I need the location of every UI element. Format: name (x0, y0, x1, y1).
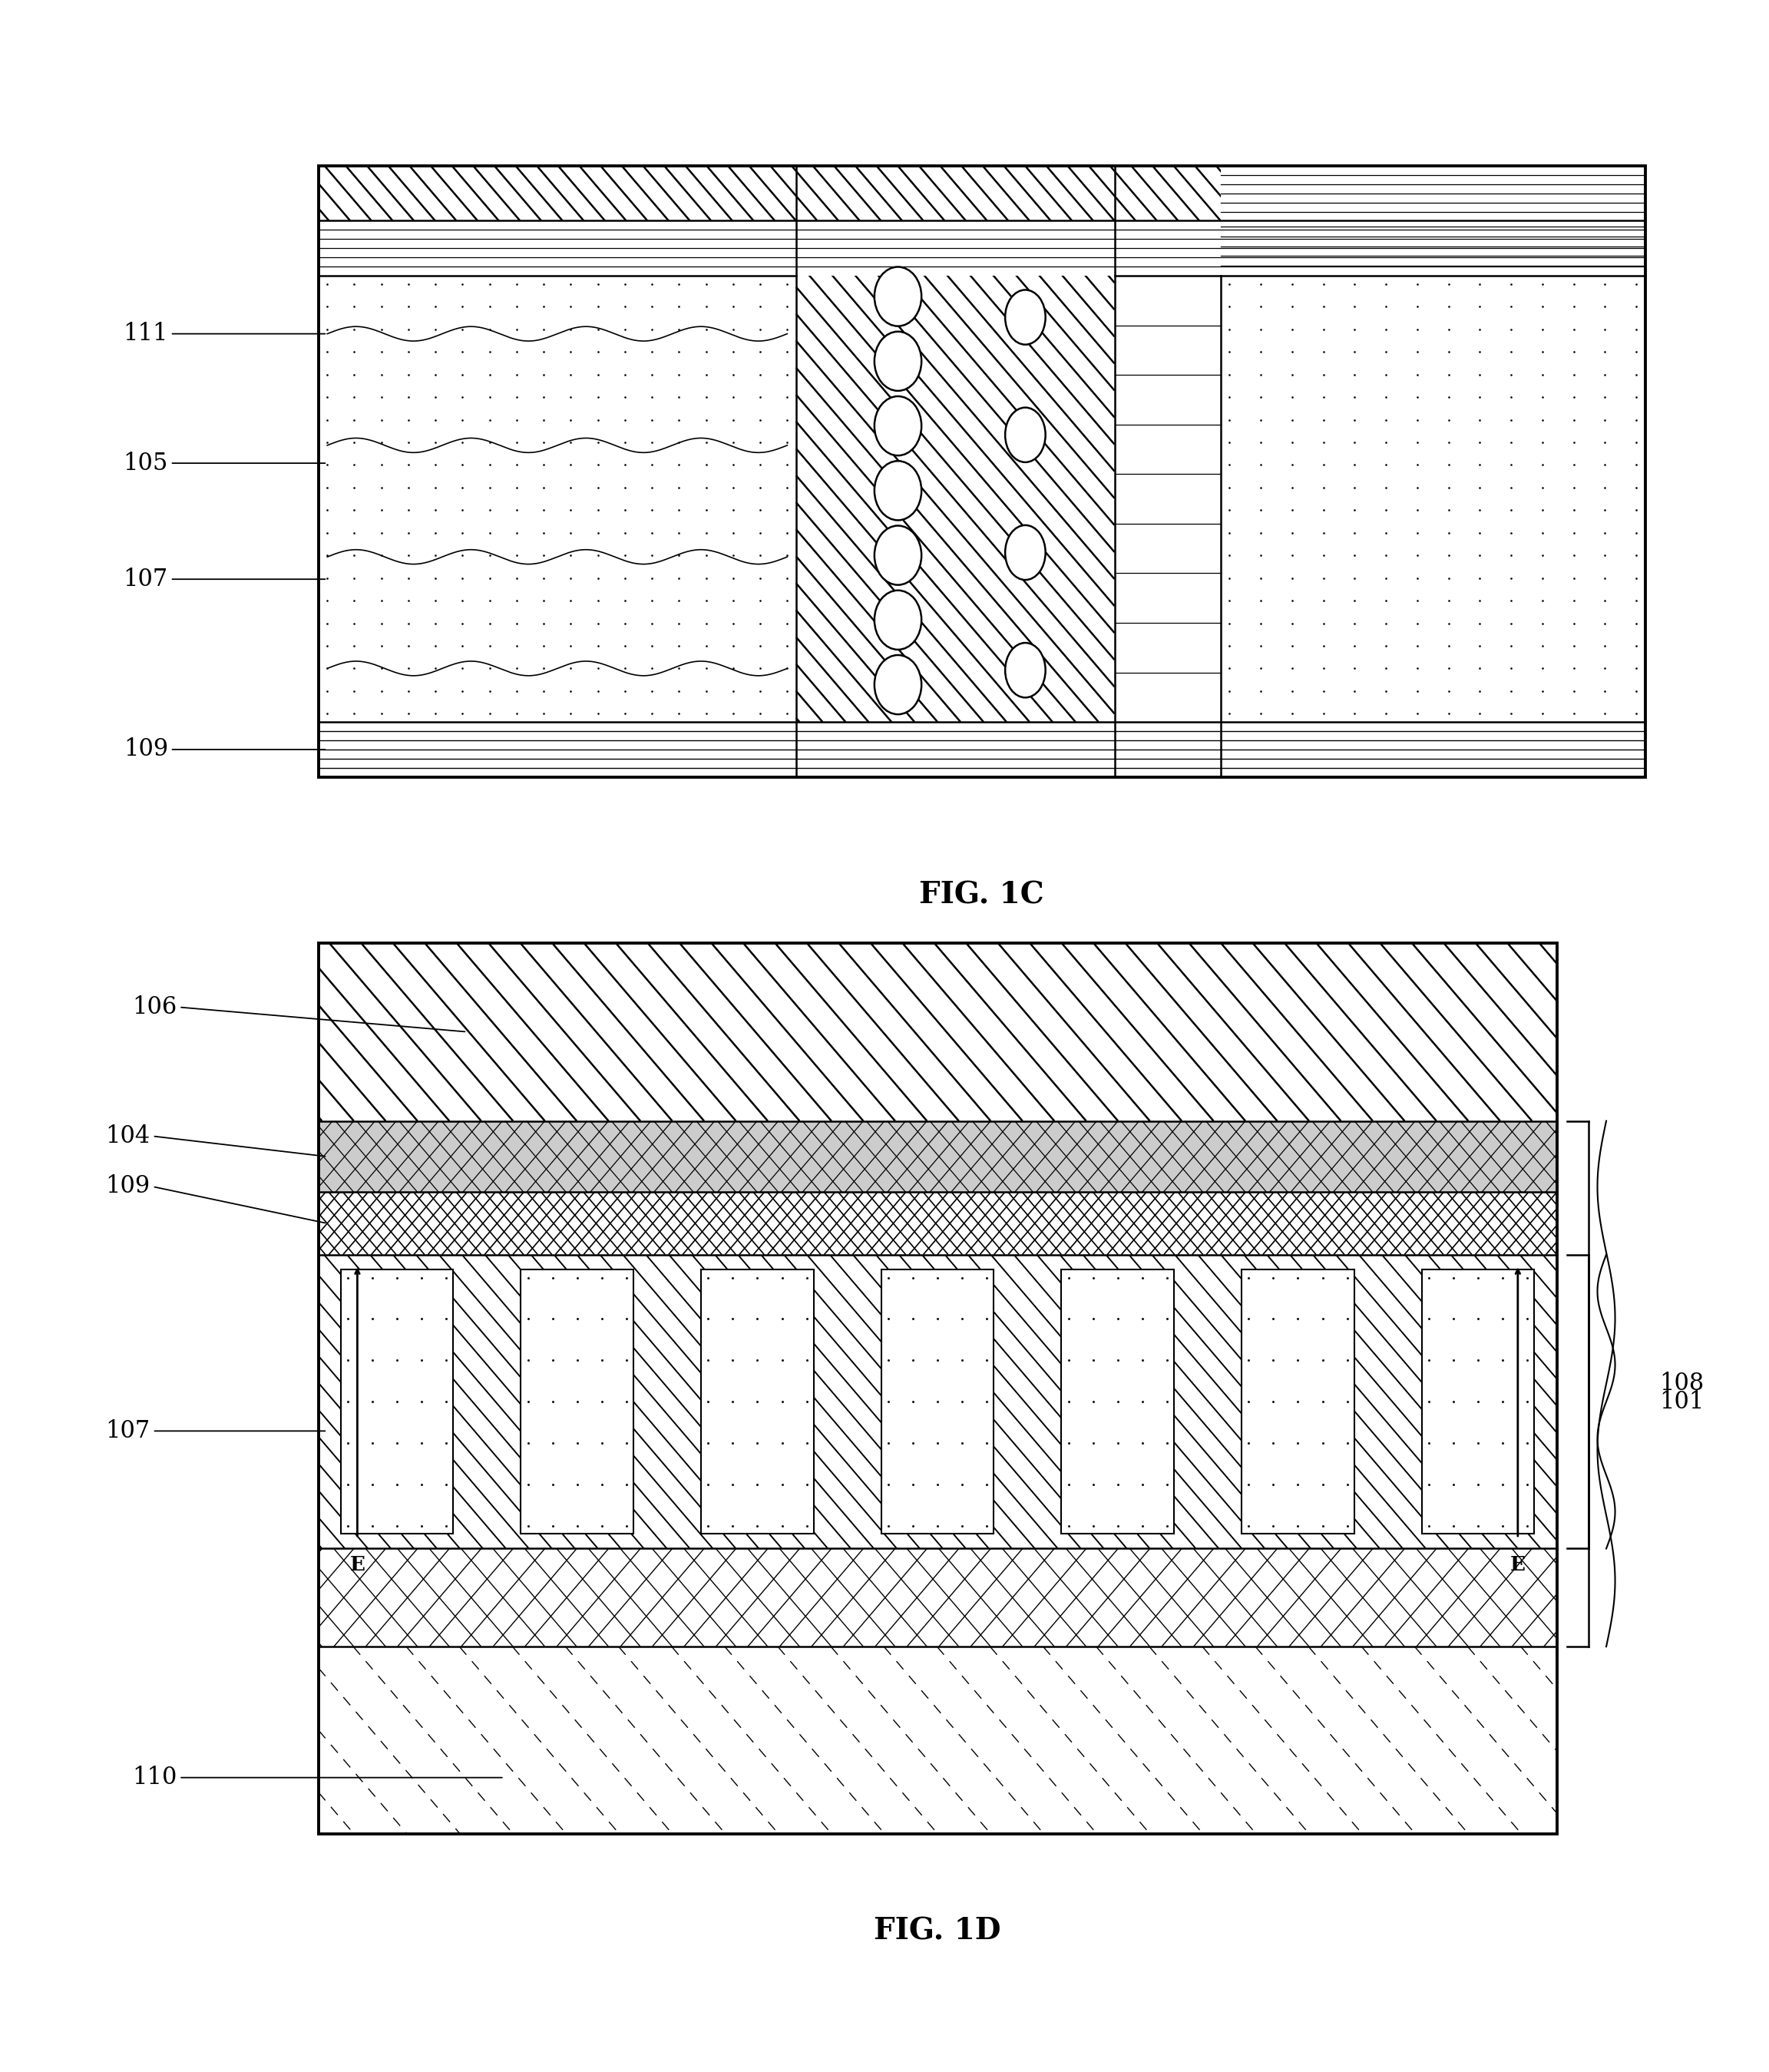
Bar (318, 276, 796, 721)
Bar (318, 166, 1645, 222)
Bar (520, 1270, 633, 1533)
Ellipse shape (874, 526, 922, 584)
Bar (1221, 145, 1654, 222)
Text: E: E (1511, 1554, 1525, 1575)
Bar (318, 1191, 1557, 1254)
Bar (1221, 276, 1645, 721)
Bar (1061, 1270, 1175, 1533)
Bar (1242, 1270, 1355, 1533)
Text: FIG. 1C: FIG. 1C (920, 881, 1044, 910)
Ellipse shape (1005, 642, 1045, 698)
Text: 104: 104 (106, 1123, 325, 1156)
Bar (318, 943, 1557, 1834)
Ellipse shape (874, 591, 922, 651)
Text: 107: 107 (106, 1419, 325, 1442)
Ellipse shape (1005, 290, 1045, 344)
Bar (1242, 1270, 1355, 1533)
Text: 107: 107 (124, 568, 325, 591)
Bar (1114, 276, 1221, 721)
Ellipse shape (874, 267, 922, 325)
Text: FIG. 1D: FIG. 1D (874, 1917, 1001, 1946)
Bar (701, 1270, 814, 1533)
Ellipse shape (874, 332, 922, 392)
Text: 109: 109 (106, 1175, 325, 1222)
Bar (341, 1270, 453, 1533)
Text: 108: 108 (1659, 1372, 1704, 1397)
Bar (318, 943, 1557, 1121)
Bar (1061, 1270, 1175, 1533)
Ellipse shape (1005, 524, 1045, 580)
Text: E: E (350, 1554, 364, 1575)
Bar (796, 166, 1114, 721)
Ellipse shape (874, 396, 922, 456)
Bar (701, 1270, 814, 1533)
Text: 110: 110 (133, 1765, 502, 1790)
Bar (881, 1270, 994, 1533)
Bar (1221, 166, 1645, 222)
Ellipse shape (874, 655, 922, 715)
Bar (318, 166, 1645, 777)
Bar (881, 1270, 994, 1533)
Bar (318, 1647, 1557, 1834)
Bar (1422, 1270, 1534, 1533)
Text: 101: 101 (1659, 1390, 1704, 1413)
Text: 111: 111 (124, 321, 325, 346)
Bar (318, 222, 1645, 276)
Ellipse shape (1005, 408, 1045, 462)
Bar (520, 1270, 633, 1533)
Ellipse shape (874, 460, 922, 520)
Text: 105: 105 (124, 452, 325, 474)
Bar (318, 721, 1645, 777)
Bar (318, 1121, 1557, 1191)
Text: 109: 109 (124, 738, 325, 760)
Bar (341, 1270, 453, 1533)
Bar (318, 1254, 1557, 1548)
Bar (318, 1191, 1557, 1254)
Bar (318, 166, 1645, 777)
Bar (318, 943, 1557, 1834)
Bar (318, 1548, 1557, 1647)
Text: 106: 106 (133, 995, 465, 1032)
Bar (1422, 1270, 1534, 1533)
